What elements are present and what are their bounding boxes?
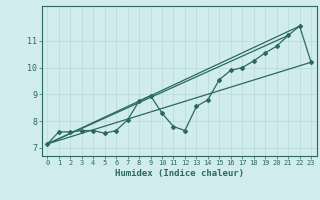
X-axis label: Humidex (Indice chaleur): Humidex (Indice chaleur) bbox=[115, 169, 244, 178]
